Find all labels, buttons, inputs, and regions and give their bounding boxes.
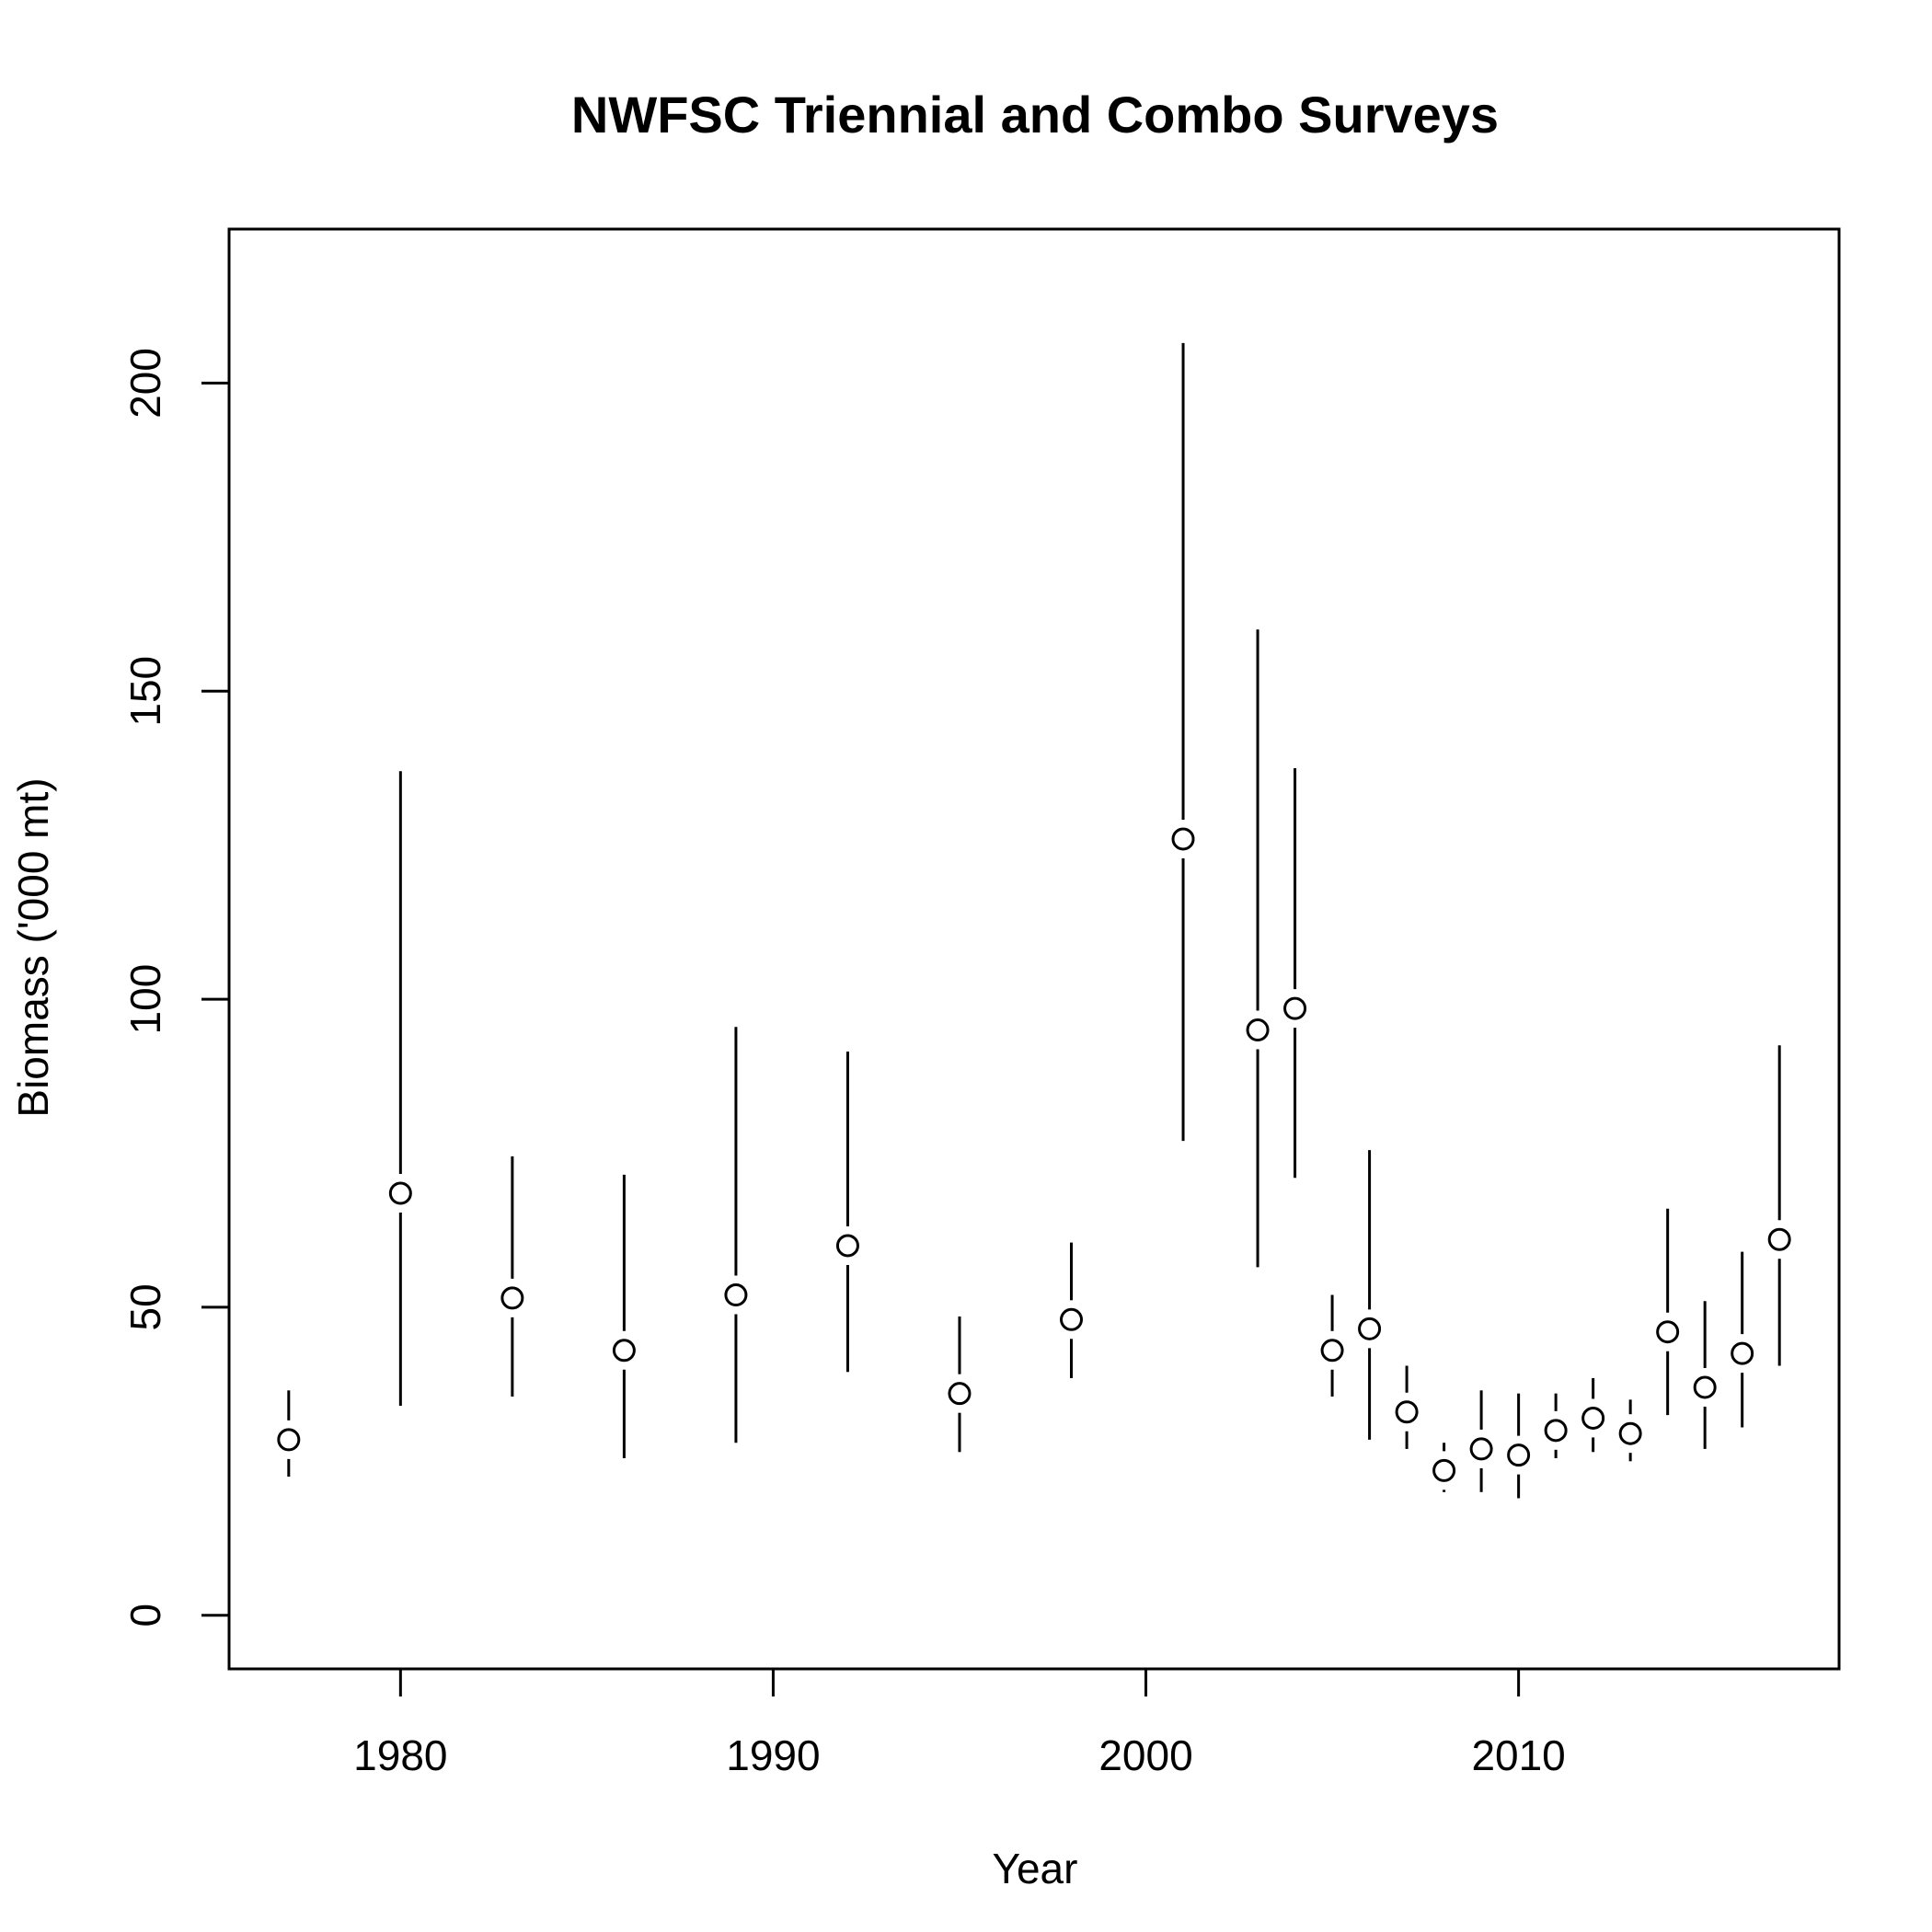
point-2009 — [1469, 1437, 1493, 1461]
x-tick-label-2000: 2000 — [1098, 1731, 1192, 1779]
point-2015 — [1693, 1375, 1717, 1399]
point-2010 — [1507, 1443, 1531, 1467]
point-2005 — [1320, 1339, 1344, 1363]
point-1998 — [1060, 1307, 1084, 1331]
y-tick-label-100: 100 — [121, 964, 169, 1035]
point-2017 — [1767, 1227, 1791, 1251]
plot-frame — [227, 227, 1841, 1671]
point-2016 — [1731, 1341, 1754, 1365]
biomass-series — [277, 342, 1791, 1499]
x-tick-label-1990: 1990 — [726, 1731, 820, 1779]
point-1992 — [835, 1234, 859, 1258]
x-axis-label: Year — [993, 1845, 1078, 1892]
point-2007 — [1395, 1400, 1419, 1424]
point-2014 — [1656, 1320, 1680, 1344]
point-2008 — [1432, 1458, 1456, 1482]
point-1983 — [500, 1286, 524, 1310]
y-tick-label-150: 150 — [121, 656, 169, 727]
x-tick-label-2010: 2010 — [1471, 1731, 1565, 1779]
y-tick-label-200: 200 — [121, 348, 169, 419]
point-2012 — [1581, 1406, 1605, 1430]
point-2004 — [1283, 996, 1307, 1020]
y-tick-label-50: 50 — [121, 1283, 169, 1330]
point-1995 — [948, 1382, 972, 1406]
chart-title: NWFSC Triennial and Combo Surveys — [571, 86, 1499, 144]
point-2006 — [1358, 1317, 1382, 1340]
point-1989 — [724, 1283, 748, 1307]
x-tick-label-1980: 1980 — [353, 1731, 447, 1779]
x-axis: 1980 1990 2000 2010 — [353, 1669, 1566, 1779]
point-1977 — [277, 1428, 301, 1452]
y-axis-label: Biomass ('000 mt) — [9, 777, 57, 1117]
y-axis: 0 50 100 150 200 — [121, 348, 229, 1627]
point-2011 — [1544, 1419, 1568, 1443]
point-2013 — [1618, 1421, 1642, 1445]
point-1980 — [388, 1181, 412, 1205]
point-1986 — [612, 1339, 636, 1363]
point-2001 — [1171, 827, 1195, 851]
point-2003 — [1246, 1018, 1270, 1042]
y-tick-label-0: 0 — [121, 1604, 169, 1627]
